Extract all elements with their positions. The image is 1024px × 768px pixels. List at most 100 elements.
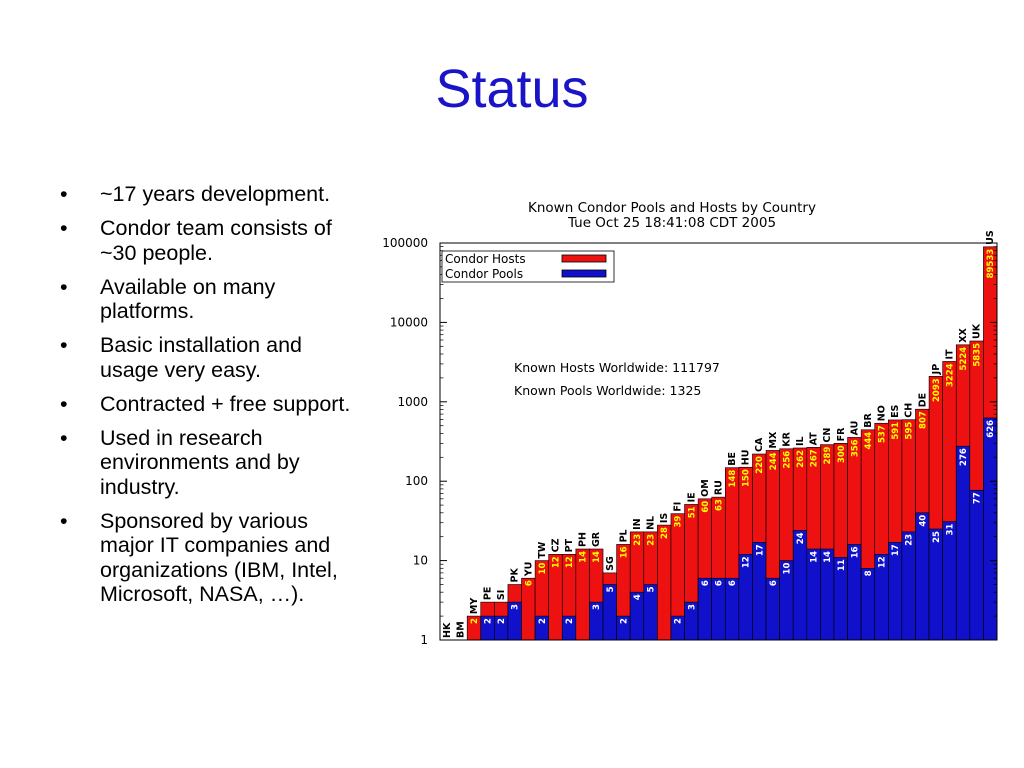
pools-value-label: 6 (728, 580, 738, 586)
pools-value-label: 1 (579, 642, 589, 648)
pools-value-label: 2 (674, 618, 684, 624)
country-label: FI (673, 502, 684, 512)
pools-value-label: 31 (945, 524, 955, 536)
hosts-value-label: 289 (823, 447, 833, 465)
country-label: YU (523, 562, 534, 578)
pools-value-label: 2 (484, 618, 494, 624)
country-label: ES (890, 404, 901, 417)
pools-value-label: 2 (538, 618, 548, 624)
country-label: PL (618, 529, 629, 542)
country-label: HU (741, 450, 752, 466)
pools-value-label: 626 (986, 420, 996, 438)
hosts-value-label: 12 (551, 556, 561, 568)
pools-value-label: 1 (660, 642, 670, 648)
country-label: CH (904, 403, 915, 418)
hosts-value-label: 51 (687, 506, 697, 518)
hosts-value-label: 537 (878, 425, 888, 443)
country-label: AT (809, 432, 820, 446)
pools-value-label: 1 (443, 642, 453, 648)
hosts-value-label: 89533 (986, 249, 996, 279)
country-label: PK (510, 568, 521, 583)
pools-value-label: 23 (905, 534, 915, 546)
hosts-value-label: 244 (769, 452, 779, 470)
country-label: IN (632, 518, 643, 530)
hosts-value-label: 267 (810, 449, 820, 467)
pool-bar (969, 489, 984, 641)
hosts-value-label: 63 (715, 499, 725, 511)
pool-bar (765, 577, 780, 641)
hosts-value-label: 60 (701, 501, 711, 513)
country-label: NL (646, 516, 657, 530)
country-label: MY (469, 598, 480, 614)
pool-bar (901, 531, 916, 641)
pool-bar (928, 528, 943, 641)
host-bar (657, 524, 672, 641)
pools-value-label: 2 (565, 618, 575, 624)
bullet-text: Used in research environments and by ind… (100, 425, 300, 499)
bullet-text: ~17 years development. (100, 182, 331, 206)
legend-swatch-hosts (561, 254, 607, 263)
pools-value-label: 16 (850, 546, 860, 558)
country-label: BR (863, 413, 874, 428)
y-tick-label: 100000 (382, 236, 428, 250)
hosts-value-label: 444 (864, 432, 874, 450)
bullet-item: • Condor team consists of ~30 people. (60, 216, 360, 265)
bullet-text: Sponsored by various major IT companies … (100, 508, 338, 607)
country-bar-chart: Known Condor Pools and Hosts by Country T… (382, 200, 998, 648)
country-label: FR (836, 427, 847, 441)
pools-value-label: 3 (511, 604, 521, 610)
pools-value-label: 77 (973, 492, 983, 504)
bullet-dot-icon: • (60, 425, 68, 450)
country-label: JP (931, 364, 942, 376)
hosts-value-label: 3224 (945, 363, 955, 387)
hosts-value-label: 23 (647, 534, 657, 546)
hosts-value-label: 591 (891, 422, 901, 440)
country-label: IS (659, 513, 670, 524)
bullet-item: • Sponsored by various major IT companies… (60, 509, 360, 607)
hosts-value-label: 6 (524, 580, 534, 586)
y-tick-label: 10000 (390, 315, 428, 329)
country-label: TW (537, 541, 548, 558)
pool-bar (711, 577, 726, 641)
legend-label-hosts: Condor Hosts (445, 252, 526, 266)
hosts-value-label: 14 (579, 551, 589, 563)
country-label: GR (591, 531, 602, 547)
hosts-value-label: 23 (633, 534, 643, 546)
country-label: IL (795, 436, 806, 446)
y-tick-label: 1 (420, 633, 428, 647)
hosts-value-label: 16 (619, 546, 629, 558)
hosts-value-label: 356 (850, 439, 860, 457)
slide-title: Status (435, 59, 589, 119)
pools-value-label: 1 (524, 642, 534, 648)
bullet-text: Contracted + free support. (100, 391, 351, 416)
pools-value-label: 40 (918, 515, 928, 527)
pool-bar (955, 445, 971, 641)
host-bar (521, 577, 536, 641)
country-label: XX (958, 327, 969, 342)
hosts-value-label: 5224 (959, 347, 969, 371)
country-label: BM (455, 621, 466, 638)
bullet-dot-icon: • (60, 333, 68, 357)
country-label: US (985, 230, 996, 245)
pool-bar (915, 512, 930, 641)
legend-swatch-pools (561, 269, 607, 278)
y-tick-label: 1000 (397, 395, 428, 409)
hosts-value-label: 220 (755, 456, 765, 474)
hosts-value-label: 14 (592, 551, 602, 563)
pools-value-label: 276 (959, 448, 969, 466)
pools-value-label: 8 (864, 570, 874, 576)
country-label: SG (605, 556, 616, 571)
country-label: IT (944, 349, 955, 360)
pools-value-label: 10 (782, 563, 792, 575)
pool-bar (724, 577, 740, 641)
hosts-value-label: 807 (918, 411, 928, 429)
country-label: IE (686, 492, 697, 502)
pools-value-label: 12 (742, 556, 752, 568)
country-label: KR (781, 431, 792, 446)
country-label: OM (700, 479, 711, 497)
chart-title: Known Condor Pools and Hosts by Country (528, 200, 816, 216)
hosts-value-label: 595 (905, 422, 915, 440)
hosts-value-label: 148 (728, 470, 738, 488)
pool-bar (792, 530, 808, 641)
country-label: DE (917, 393, 928, 407)
